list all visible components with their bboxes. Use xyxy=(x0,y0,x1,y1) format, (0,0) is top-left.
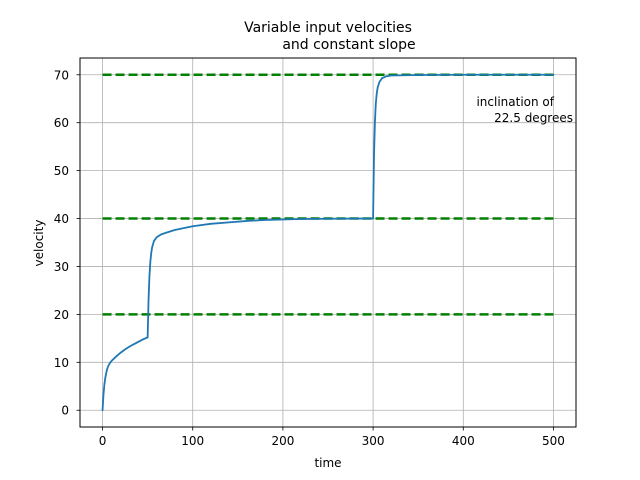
x-tick-label: 300 xyxy=(362,434,385,448)
y-tick-label: 60 xyxy=(54,116,69,130)
velocity-series-line xyxy=(101,73,555,412)
y-axis-label: velocity xyxy=(32,220,46,267)
y-tick-label: 20 xyxy=(54,308,69,322)
annotation-line-2: 22.5 degrees xyxy=(494,111,573,125)
x-tick-label: 500 xyxy=(542,434,565,448)
plot-frame xyxy=(79,57,577,428)
title-line-1: Variable input velocities xyxy=(244,20,412,36)
x-tick-label: 200 xyxy=(271,434,294,448)
y-axis-ticks: 0 10 20 30 40 50 60 70 xyxy=(54,68,80,418)
annotation-line-1: inclination of xyxy=(476,95,554,109)
series-group xyxy=(101,73,555,412)
y-tick-label: 50 xyxy=(54,164,69,178)
y-tick-label: 30 xyxy=(54,260,69,274)
x-axis-ticks: 0 100 200 300 400 500 xyxy=(99,427,565,448)
y-tick-label: 40 xyxy=(54,212,69,226)
x-tick-label: 0 xyxy=(99,434,107,448)
chart-title: Variable input velocities and constant s… xyxy=(244,20,416,53)
slope-annotation: inclination of 22.5 degrees xyxy=(476,95,573,125)
x-tick-label: 100 xyxy=(181,434,204,448)
y-tick-label: 70 xyxy=(54,68,69,82)
x-tick-label: 400 xyxy=(452,434,475,448)
y-tick-label: 0 xyxy=(61,404,69,418)
x-axis-label: time xyxy=(314,456,341,470)
title-line-2: and constant slope xyxy=(282,37,415,53)
y-tick-label: 10 xyxy=(54,356,69,370)
